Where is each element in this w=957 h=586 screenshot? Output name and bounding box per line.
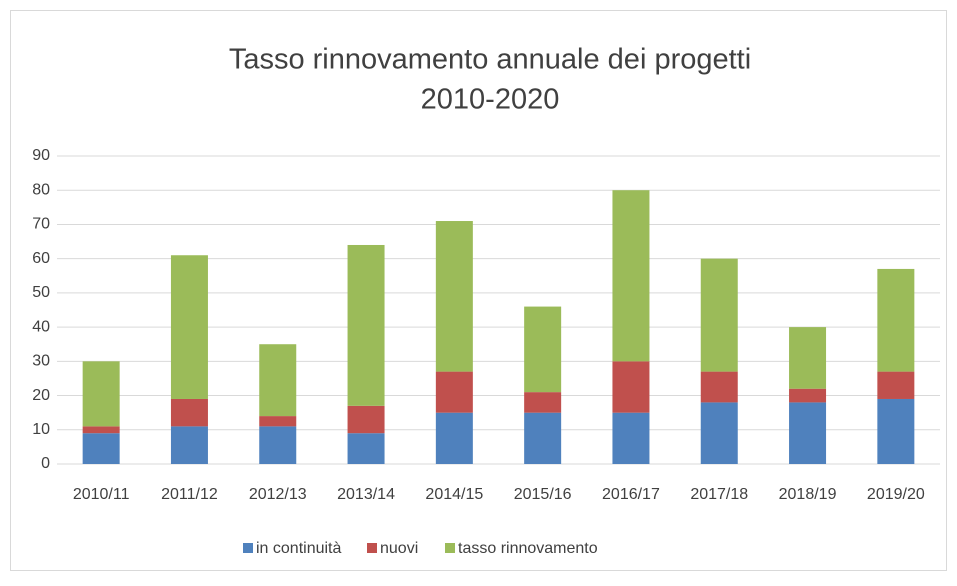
bar-segment: [877, 268, 915, 372]
x-tick-label: 2010/11: [73, 486, 130, 503]
x-tick-label: 2011/12: [161, 486, 218, 503]
y-tick-label: 0: [41, 455, 50, 472]
bar-segment: [524, 412, 562, 464]
legend-swatch: [243, 543, 253, 553]
y-tick-label: 40: [32, 318, 50, 335]
bar-segment: [170, 398, 208, 427]
x-tick-label: 2017/18: [690, 486, 748, 503]
chart-title: Tasso rinnovamento annuale dei progetti: [229, 44, 751, 76]
y-tick-label: 90: [32, 147, 50, 164]
bar-segment: [435, 221, 473, 372]
chart-frame: [10, 10, 947, 571]
bar-segment: [612, 412, 650, 464]
bar-segment: [789, 402, 827, 464]
y-tick-label: 20: [32, 387, 50, 404]
bar-segment: [82, 433, 120, 464]
y-tick-label: 30: [32, 353, 50, 370]
y-tick-label: 10: [32, 421, 50, 438]
bar-segment: [259, 344, 297, 417]
bar-segment: [524, 306, 562, 393]
bar-segment: [524, 392, 562, 413]
x-tick-label: 2016/17: [602, 486, 660, 503]
bar-segment: [259, 426, 297, 464]
bar-segment: [435, 371, 473, 413]
bar-segment: [82, 426, 120, 434]
bar-segment: [700, 371, 738, 403]
bar-segment: [612, 190, 650, 362]
bar-segment: [347, 405, 385, 434]
bar-segment: [170, 426, 208, 464]
x-tick-label: 2018/19: [779, 486, 837, 503]
y-tick-label: 50: [32, 284, 50, 301]
bar-segment: [435, 412, 473, 464]
bar-segment: [170, 255, 208, 399]
y-tick-label: 70: [32, 216, 50, 233]
bar-segment: [789, 388, 827, 403]
bar-segment: [347, 433, 385, 464]
x-tick-label: 2012/13: [249, 486, 307, 503]
legend-swatch: [367, 543, 377, 553]
bar-segment: [259, 416, 297, 427]
bar-segment: [700, 402, 738, 464]
legend-label: in continuità: [256, 540, 341, 557]
legend-swatch: [445, 543, 455, 553]
chart-title: 2010-2020: [421, 84, 560, 116]
bar-segment: [612, 361, 650, 413]
x-tick-label: 2015/16: [514, 486, 572, 503]
x-tick-label: 2013/14: [337, 486, 395, 503]
bar-segment: [789, 327, 827, 389]
bar-segment: [347, 244, 385, 406]
legend-label: tasso rinnovamento: [458, 540, 598, 557]
bar-segment: [700, 258, 738, 372]
bar-segment: [877, 398, 915, 464]
bar-segment: [82, 361, 120, 427]
bar-segment: [877, 371, 915, 399]
y-tick-label: 80: [32, 181, 50, 198]
legend-label: nuovi: [380, 540, 418, 557]
x-tick-label: 2014/15: [425, 486, 483, 503]
y-tick-label: 60: [32, 250, 50, 267]
x-tick-label: 2019/20: [867, 486, 925, 503]
